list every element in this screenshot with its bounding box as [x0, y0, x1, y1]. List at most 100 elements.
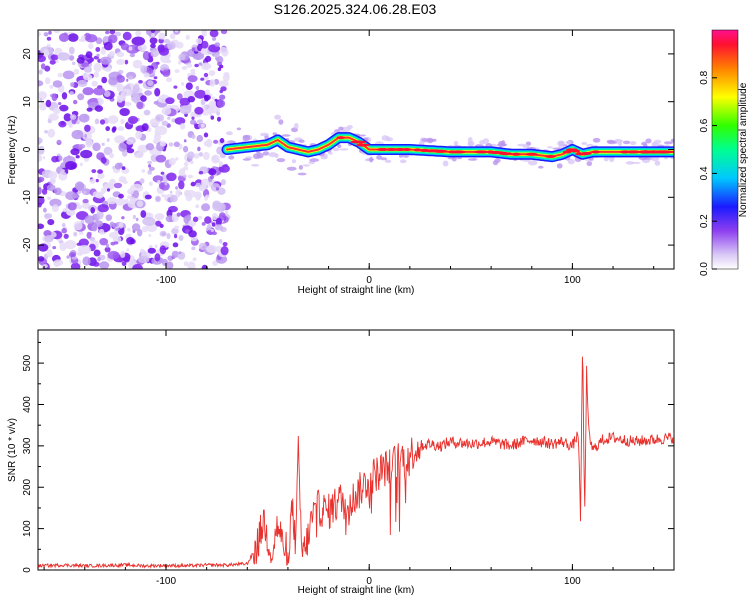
noise-speckle: [204, 89, 210, 96]
noise-speckle: [99, 238, 109, 246]
noise-speckle: [149, 37, 158, 45]
spectrogram-ridge: [221, 114, 674, 176]
noise-speckle: [183, 139, 187, 143]
ridge-halo: [399, 159, 407, 164]
noise-speckle: [59, 104, 69, 112]
noise-speckle: [178, 251, 182, 255]
noise-speckle: [167, 41, 176, 50]
snr-y-label: SNR (10 * v/v): [7, 418, 18, 482]
noise-speckle: [46, 184, 56, 192]
noise-speckle: [187, 151, 195, 160]
noise-speckle: [82, 198, 89, 204]
noise-speckle: [215, 187, 219, 191]
noise-speckle: [211, 231, 217, 236]
noise-speckle: [217, 116, 221, 122]
noise-speckle: [165, 97, 175, 105]
noise-speckle: [135, 217, 139, 222]
noise-speckle: [105, 30, 110, 35]
noise-speckle: [75, 181, 85, 191]
noise-speckle: [223, 72, 230, 78]
noise-speckle: [72, 193, 80, 199]
noise-speckle: [178, 60, 182, 65]
snr-line: [38, 356, 674, 570]
noise-speckle: [62, 208, 68, 213]
ridge-halo: [260, 132, 269, 137]
ridge-halo: [632, 161, 641, 164]
noise-speckle: [185, 34, 190, 40]
noise-speckle: [54, 187, 62, 196]
noise-speckle: [175, 186, 179, 190]
noise-speckle: [44, 235, 54, 243]
noise-speckle: [38, 145, 45, 155]
noise-speckle: [68, 252, 77, 258]
snr-x-ticks: -100 0 100: [43, 330, 655, 587]
noise-speckle: [192, 257, 197, 262]
ridge-hotspot: [640, 150, 651, 154]
ridge-hotspot: [392, 148, 408, 151]
noise-speckle: [201, 48, 206, 53]
noise-speckle: [189, 119, 197, 125]
ridge-hotspot: [380, 148, 388, 151]
noise-speckle: [153, 100, 159, 105]
noise-speckle: [185, 192, 193, 202]
noise-speckle: [100, 48, 107, 55]
noise-speckle: [69, 114, 77, 120]
noise-speckle: [109, 232, 118, 239]
noise-speckle: [196, 134, 204, 143]
noise-speckle: [113, 182, 123, 189]
colorbar: 0.0 0.2 0.4 0.6 0.8 Normalized spectral ampl…: [699, 29, 749, 276]
noise-speckle: [53, 259, 64, 267]
noise-speckle: [217, 67, 222, 72]
noise-speckle: [136, 101, 144, 110]
ridge-halo: [586, 161, 593, 167]
noise-speckle: [166, 172, 177, 182]
noise-speckle: [93, 249, 101, 257]
noise-speckle: [48, 171, 58, 180]
noise-speckle: [195, 38, 203, 45]
colorbar-ticks: 0.0 0.2 0.4 0.6 0.8: [699, 70, 717, 276]
noise-speckle: [109, 30, 116, 35]
x-tick-label: -100: [156, 576, 176, 587]
noise-speckle: [194, 89, 207, 99]
noise-speckle: [214, 53, 220, 58]
y-tick-label: 10: [22, 96, 33, 108]
noise-speckle: [78, 231, 84, 235]
noise-speckle: [73, 99, 78, 105]
noise-speckle: [159, 141, 167, 147]
noise-speckle: [67, 202, 78, 211]
noise-speckle: [188, 230, 197, 238]
noise-speckle: [209, 30, 219, 38]
noise-speckle: [213, 157, 220, 164]
ridge-halo: [538, 165, 544, 169]
noise-speckle: [128, 75, 134, 80]
ridge-halo: [451, 156, 457, 162]
ridge-halo: [641, 141, 647, 146]
ridge-halo: [226, 131, 233, 136]
noise-speckle: [73, 68, 80, 75]
noise-speckle: [152, 175, 164, 183]
snr-panel: -100 0 100 0 100 200 300 400 500 Height of stra…: [7, 329, 675, 596]
noise-speckle: [191, 47, 196, 52]
noise-speckle: [174, 225, 180, 230]
noise-speckle: [154, 30, 161, 34]
noise-speckle: [178, 53, 186, 61]
noise-speckle: [216, 202, 226, 212]
noise-speckle: [85, 138, 93, 148]
noise-speckle: [204, 216, 212, 224]
noise-speckle: [158, 32, 166, 40]
noise-speckle: [155, 114, 165, 122]
noise-speckle: [149, 181, 153, 186]
ridge-halo: [278, 119, 284, 125]
spectrogram-noise-region: [38, 30, 231, 269]
ridge-halo: [670, 138, 674, 143]
noise-speckle: [173, 141, 180, 148]
noise-speckle: [127, 195, 132, 200]
noise-speckle: [107, 115, 119, 124]
noise-speckle: [44, 65, 51, 72]
noise-speckle: [147, 160, 153, 165]
noise-speckle: [181, 82, 185, 86]
noise-speckle: [190, 181, 196, 187]
noise-speckle: [211, 222, 216, 227]
noise-speckle: [200, 77, 205, 81]
noise-speckle: [41, 188, 48, 195]
